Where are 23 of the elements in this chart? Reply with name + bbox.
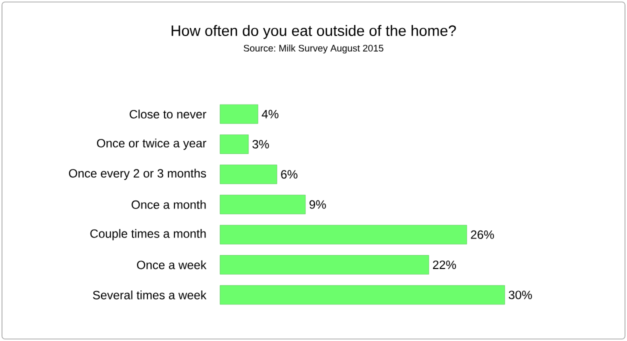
bar bbox=[220, 285, 505, 305]
y-tick-label: Several times a week bbox=[92, 290, 206, 300]
data-label: 3% bbox=[252, 140, 269, 148]
data-label: 6% bbox=[281, 170, 298, 179]
y-tick-label: Once a month bbox=[132, 200, 206, 209]
chart-title: How often do you eat outside of the home? bbox=[172, 25, 456, 39]
bar bbox=[220, 224, 467, 244]
data-label: 26% bbox=[470, 230, 494, 239]
chart-subtitle: Source: Milk Survey August 2015 bbox=[244, 44, 384, 54]
bar bbox=[220, 104, 258, 124]
y-tick-label: Once every 2 or 3 months bbox=[68, 168, 206, 180]
y-tick-label: Once a week bbox=[136, 260, 206, 270]
bar bbox=[220, 134, 249, 154]
data-label: 22% bbox=[432, 260, 456, 270]
data-label: 4% bbox=[262, 110, 278, 118]
bar bbox=[220, 194, 306, 214]
data-label: 9% bbox=[310, 200, 326, 209]
data-label: 30% bbox=[508, 290, 532, 300]
y-tick-label: Close to never bbox=[130, 110, 206, 118]
y-tick-label: Once or twice a year bbox=[96, 138, 206, 150]
bar bbox=[220, 255, 430, 274]
bar bbox=[220, 164, 278, 184]
y-tick-label: Couple times a month bbox=[90, 229, 206, 240]
